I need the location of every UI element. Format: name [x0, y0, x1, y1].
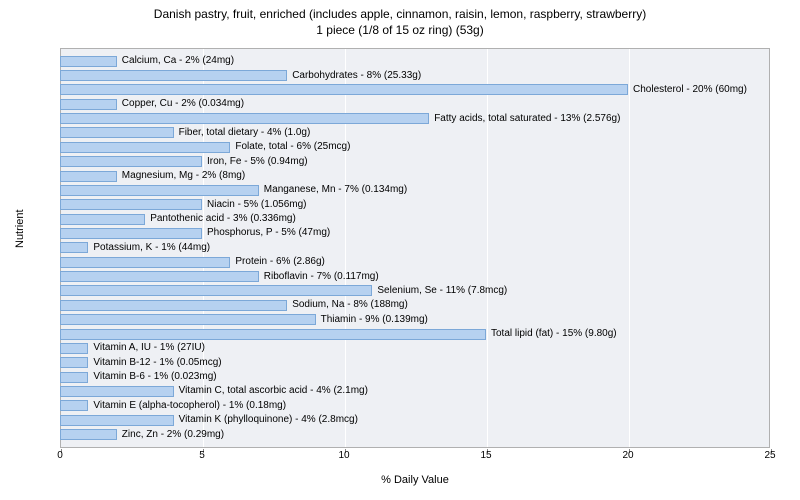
bar-row: Iron, Fe - 5% (0.94mg) — [60, 155, 770, 169]
bar-label: Vitamin B-6 - 1% (0.023mg) — [93, 372, 216, 382]
bar-row: Calcium, Ca - 2% (24mg) — [60, 54, 770, 68]
bar-label: Vitamin B-12 - 1% (0.05mcg) — [93, 358, 221, 368]
bar-row: Potassium, K - 1% (44mg) — [60, 241, 770, 255]
x-tick-label: 20 — [622, 450, 633, 461]
bar — [60, 214, 145, 225]
bar-row: Vitamin A, IU - 1% (27IU) — [60, 341, 770, 355]
bar — [60, 357, 88, 368]
bar-row: Fiber, total dietary - 4% (1.0g) — [60, 126, 770, 140]
bar-row: Zinc, Zn - 2% (0.29mg) — [60, 427, 770, 441]
bar-label: Phosphorus, P - 5% (47mg) — [207, 228, 330, 238]
bar-row: Folate, total - 6% (25mcg) — [60, 140, 770, 154]
bar-row: Copper, Cu - 2% (0.034mg) — [60, 97, 770, 111]
bars-container: Calcium, Ca - 2% (24mg) Carbohydrates - 8… — [60, 48, 770, 448]
bar — [60, 300, 287, 311]
bar-label: Pantothenic acid - 3% (0.336mg) — [150, 214, 296, 224]
bar-label: Magnesium, Mg - 2% (8mg) — [122, 171, 245, 181]
bar-row: Total lipid (fat) - 15% (9.80g) — [60, 327, 770, 341]
bar-row: Manganese, Mn - 7% (0.134mg) — [60, 183, 770, 197]
bar-label: Fatty acids, total saturated - 13% (2.57… — [434, 114, 620, 124]
x-tick-label: 10 — [338, 450, 349, 461]
bar — [60, 199, 202, 210]
bar-row: Phosphorus, P - 5% (47mg) — [60, 226, 770, 240]
bar-label: Fiber, total dietary - 4% (1.0g) — [179, 128, 311, 138]
bar-label: Copper, Cu - 2% (0.034mg) — [122, 99, 244, 109]
bar-row: Vitamin K (phylloquinone) - 4% (2.8mcg) — [60, 413, 770, 427]
bar-label: Iron, Fe - 5% (0.94mg) — [207, 157, 308, 167]
bar-label: Riboflavin - 7% (0.117mg) — [264, 272, 379, 282]
bar — [60, 415, 174, 426]
bar — [60, 314, 316, 325]
bar-row: Cholesterol - 20% (60mg) — [60, 83, 770, 97]
bar — [60, 70, 287, 81]
bar — [60, 343, 88, 354]
bar-row: Protein - 6% (2.86g) — [60, 255, 770, 269]
nutrient-chart: Danish pastry, fruit, enriched (includes… — [0, 0, 800, 500]
plot-area: Calcium, Ca - 2% (24mg) Carbohydrates - 8… — [60, 48, 770, 448]
bar-row: Vitamin B-6 - 1% (0.023mg) — [60, 370, 770, 384]
chart-title: Danish pastry, fruit, enriched (includes… — [0, 0, 800, 38]
bar-row: Fatty acids, total saturated - 13% (2.57… — [60, 111, 770, 125]
bar-row: Niacin - 5% (1.056mg) — [60, 198, 770, 212]
bar — [60, 113, 429, 124]
bar — [60, 285, 372, 296]
bar — [60, 429, 117, 440]
bar-label: Niacin - 5% (1.056mg) — [207, 200, 306, 210]
bar — [60, 156, 202, 167]
gridline — [771, 49, 772, 447]
bar-row: Selenium, Se - 11% (7.8mcg) — [60, 284, 770, 298]
y-axis-label: Nutrient — [14, 209, 26, 248]
bar-label: Vitamin K (phylloquinone) - 4% (2.8mcg) — [179, 415, 358, 425]
bar-row: Vitamin E (alpha-tocopherol) - 1% (0.18m… — [60, 399, 770, 413]
bar-row: Carbohydrates - 8% (25.33g) — [60, 68, 770, 82]
bar-label: Calcium, Ca - 2% (24mg) — [122, 56, 234, 66]
bar-label: Zinc, Zn - 2% (0.29mg) — [122, 430, 224, 440]
x-axis-label: % Daily Value — [60, 474, 770, 486]
title-line-2: 1 piece (1/8 of 15 oz ring) (53g) — [0, 22, 800, 38]
bar — [60, 142, 230, 153]
bar-row: Vitamin C, total ascorbic acid - 4% (2.1… — [60, 384, 770, 398]
bar — [60, 84, 628, 95]
bar-label: Vitamin E (alpha-tocopherol) - 1% (0.18m… — [93, 401, 286, 411]
x-tick-label: 15 — [480, 450, 491, 461]
bar-label: Total lipid (fat) - 15% (9.80g) — [491, 329, 617, 339]
bar-row: Sodium, Na - 8% (188mg) — [60, 298, 770, 312]
bar — [60, 127, 174, 138]
bar-row: Thiamin - 9% (0.139mg) — [60, 312, 770, 326]
bar-label: Potassium, K - 1% (44mg) — [93, 243, 210, 253]
bar-label: Thiamin - 9% (0.139mg) — [321, 315, 428, 325]
bar — [60, 329, 486, 340]
bar — [60, 386, 174, 397]
bar-label: Vitamin C, total ascorbic acid - 4% (2.1… — [179, 386, 368, 396]
x-tick-label: 5 — [199, 450, 205, 461]
x-tick-label: 25 — [764, 450, 775, 461]
bar — [60, 185, 259, 196]
bar-row: Pantothenic acid - 3% (0.336mg) — [60, 212, 770, 226]
bar-row: Magnesium, Mg - 2% (8mg) — [60, 169, 770, 183]
bar — [60, 99, 117, 110]
bar — [60, 372, 88, 383]
bar-label: Vitamin A, IU - 1% (27IU) — [93, 343, 205, 353]
bar — [60, 271, 259, 282]
bar — [60, 228, 202, 239]
bar — [60, 171, 117, 182]
bar-row: Vitamin B-12 - 1% (0.05mcg) — [60, 356, 770, 370]
bar-label: Sodium, Na - 8% (188mg) — [292, 300, 408, 310]
bar-label: Folate, total - 6% (25mcg) — [235, 142, 350, 152]
bar-row: Riboflavin - 7% (0.117mg) — [60, 269, 770, 283]
bar-label: Manganese, Mn - 7% (0.134mg) — [264, 185, 407, 195]
bar-label: Carbohydrates - 8% (25.33g) — [292, 71, 421, 81]
x-axis-ticks: 0510152025 — [60, 450, 770, 470]
bar — [60, 400, 88, 411]
x-tick-label: 0 — [57, 450, 63, 461]
bar-label: Protein - 6% (2.86g) — [235, 257, 325, 267]
title-line-1: Danish pastry, fruit, enriched (includes… — [0, 6, 800, 22]
bar-label: Selenium, Se - 11% (7.8mcg) — [377, 286, 507, 296]
bar — [60, 242, 88, 253]
bar — [60, 56, 117, 67]
bar-label: Cholesterol - 20% (60mg) — [633, 85, 747, 95]
bar — [60, 257, 230, 268]
